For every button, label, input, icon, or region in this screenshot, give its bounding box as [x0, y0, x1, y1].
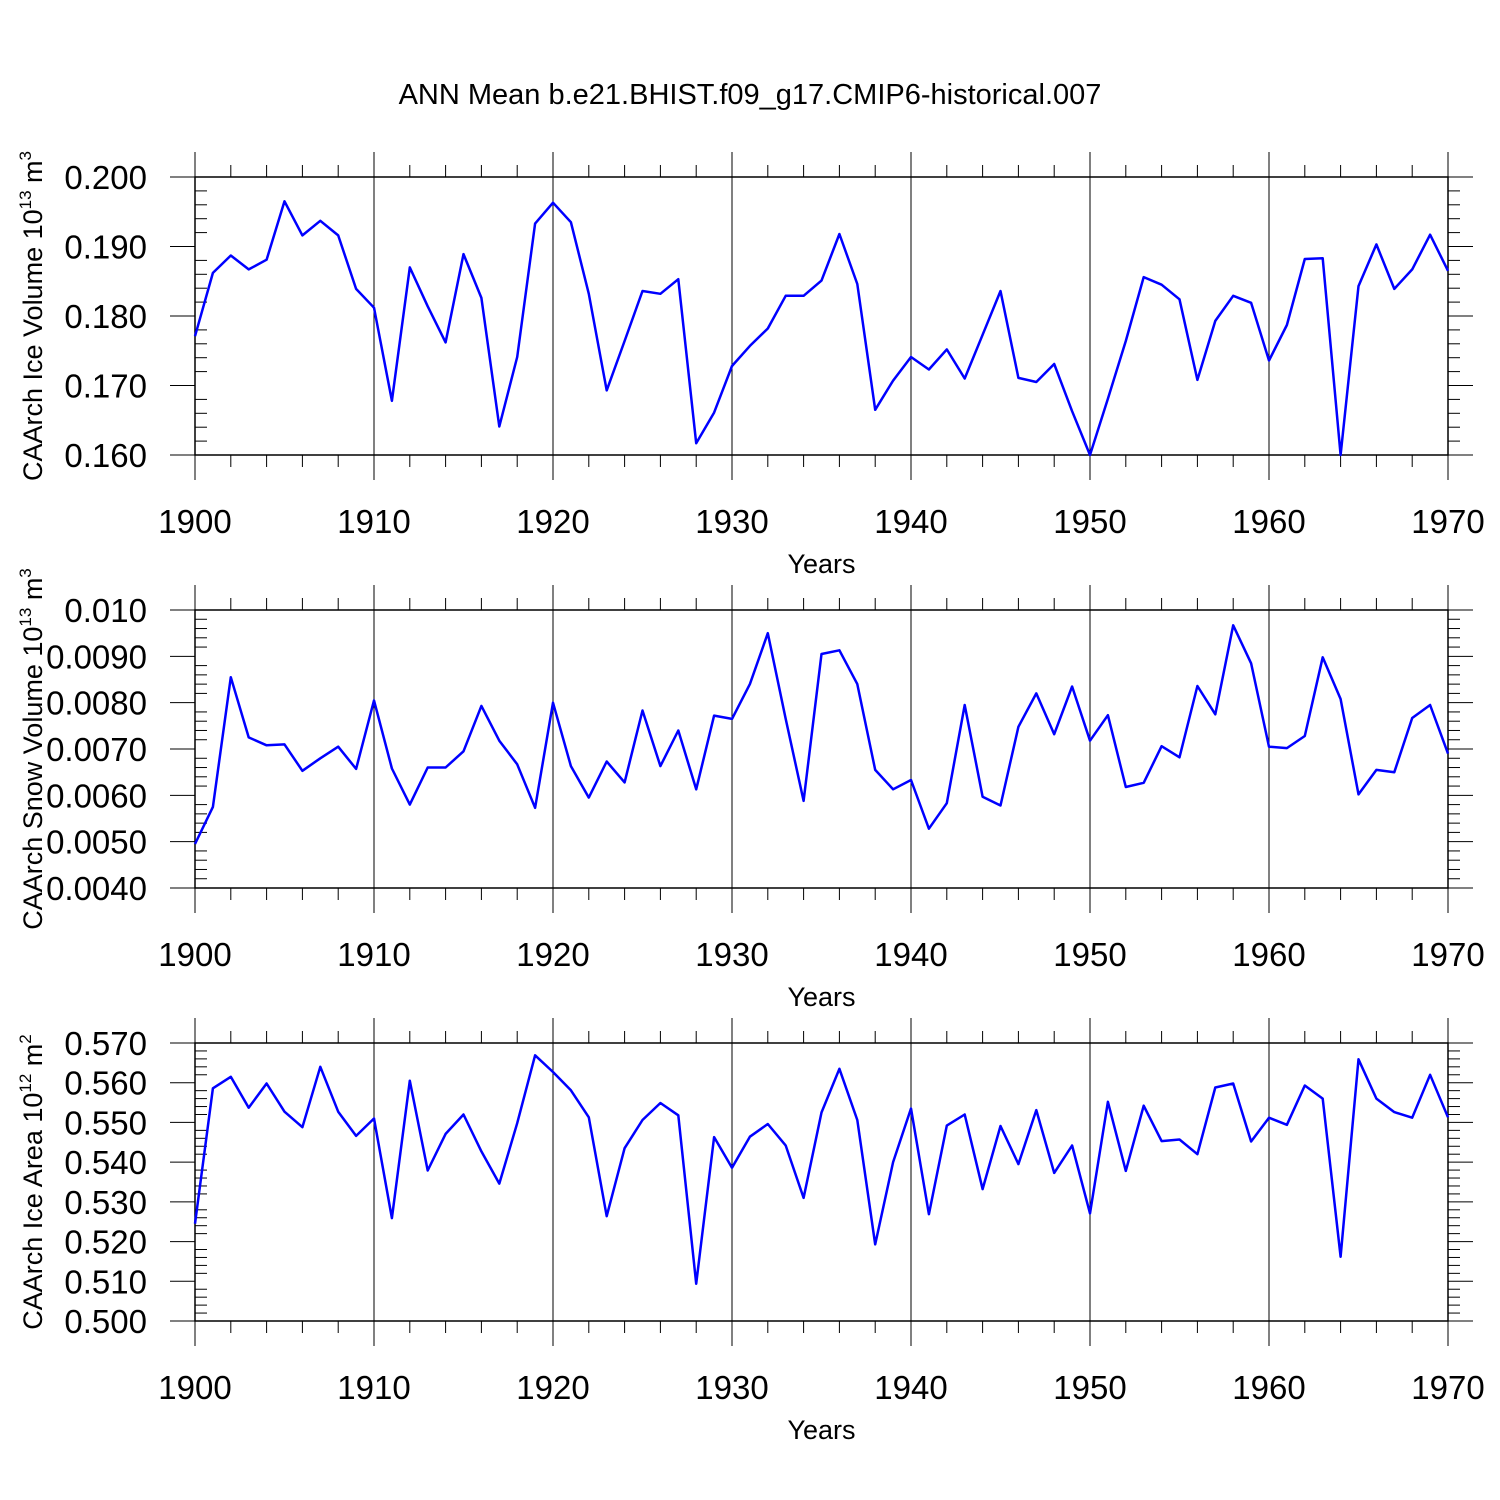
x-axis-label: Years — [787, 982, 855, 1012]
x-axis-label: Years — [787, 549, 855, 579]
y-tick-label: 0.190 — [64, 229, 147, 266]
y-tick-label: 0.530 — [64, 1184, 147, 1221]
x-tick-label: 1940 — [874, 503, 947, 540]
y-axis-label: CAArch Ice Area 1012 m2 — [16, 1034, 48, 1330]
x-tick-label: 1910 — [337, 503, 410, 540]
y-tick-label: 0.560 — [64, 1065, 147, 1102]
x-tick-label: 1950 — [1053, 503, 1126, 540]
y-tick-label: 0.0060 — [46, 777, 147, 814]
y-tick-label: 0.170 — [64, 368, 147, 405]
y-tick-label: 0.0040 — [46, 870, 147, 907]
x-tick-label: 1970 — [1411, 503, 1484, 540]
x-tick-label: 1930 — [695, 936, 768, 973]
x-axis-label: Years — [787, 1415, 855, 1445]
chart-title: ANN Mean b.e21.BHIST.f09_g17.CMIP6-histo… — [399, 79, 1102, 111]
y-tick-label: 0.500 — [64, 1303, 147, 1340]
x-tick-label: 1940 — [874, 1369, 947, 1406]
x-tick-label: 1960 — [1232, 936, 1305, 973]
panel-1: 0.160 0.170 0.180 0.190 0.200 1900 1910 1920 193… — [16, 151, 1485, 579]
x-tick-label: 1920 — [516, 1369, 589, 1406]
y-tick-label: 0.160 — [64, 437, 147, 474]
y-tick-label: 0.0070 — [46, 731, 147, 768]
y-tick-label: 0.010 — [64, 592, 147, 629]
x-tick-label: 1930 — [695, 1369, 768, 1406]
plot-frame — [194, 1042, 1449, 1322]
plot-frame — [194, 176, 1449, 456]
x-tick-label: 1970 — [1411, 1369, 1484, 1406]
y-tick-label: 0.0050 — [46, 824, 147, 861]
y-tick-label: 0.180 — [64, 298, 147, 335]
chart-panels: 0.160 0.170 0.180 0.190 0.200 1900 1910 1920 193… — [16, 151, 1485, 1445]
x-tick-label: 1960 — [1232, 1369, 1305, 1406]
x-tick-label: 1940 — [874, 936, 947, 973]
y-tick-label: 0.550 — [64, 1104, 147, 1141]
y-tick-label: 0.570 — [64, 1025, 147, 1062]
x-tick-label: 1910 — [337, 936, 410, 973]
panel-2: 0.0040 0.0050 0.0060 0.0070 0.0080 0.0090 0.01… — [16, 568, 1485, 1012]
y-axis-label: CAArch Ice Volume 1013 m3 — [16, 151, 48, 481]
y-tick-label: 0.0090 — [46, 638, 147, 675]
series-line — [193, 624, 1450, 845]
series-line — [193, 200, 1450, 457]
y-tick-label: 0.0080 — [46, 685, 147, 722]
x-tick-label: 1910 — [337, 1369, 410, 1406]
x-tick-label: 1900 — [158, 1369, 231, 1406]
x-tick-label: 1920 — [516, 936, 589, 973]
x-tick-label: 1920 — [516, 503, 589, 540]
series-line — [193, 1054, 1450, 1285]
x-tick-label: 1930 — [695, 503, 768, 540]
panel-3: 0.5000.5100.5200.5300.5400.5500.5600.570… — [16, 1018, 1485, 1445]
x-tick-label: 1900 — [158, 503, 231, 540]
y-tick-label: 0.200 — [64, 159, 147, 196]
y-axis-label: CAArch Snow Volume 1013 m3 — [16, 568, 48, 930]
y-tick-label: 0.520 — [64, 1224, 147, 1261]
y-tick-label: 0.510 — [64, 1263, 147, 1300]
x-tick-label: 1960 — [1232, 503, 1305, 540]
plot-frame — [194, 609, 1449, 889]
x-tick-label: 1970 — [1411, 936, 1484, 973]
y-tick-label: 0.540 — [64, 1144, 147, 1181]
x-tick-label: 1950 — [1053, 1369, 1126, 1406]
x-tick-label: 1950 — [1053, 936, 1126, 973]
x-tick-label: 1900 — [158, 936, 231, 973]
